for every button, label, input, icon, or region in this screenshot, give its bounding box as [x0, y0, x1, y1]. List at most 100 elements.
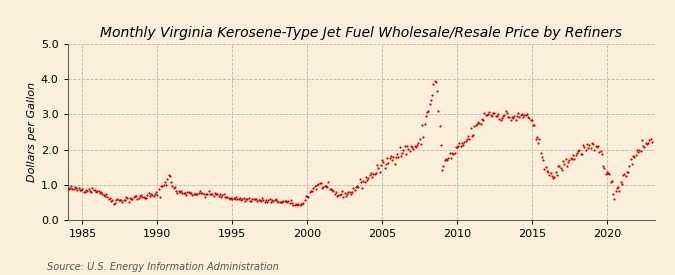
Point — [99, 194, 110, 198]
Point — [470, 123, 481, 127]
Point — [387, 158, 398, 162]
Point — [88, 188, 99, 192]
Point — [549, 175, 560, 179]
Point — [488, 111, 499, 115]
Point — [525, 118, 536, 122]
Point — [106, 199, 117, 203]
Point — [253, 197, 264, 202]
Point — [551, 173, 562, 177]
Point — [165, 173, 176, 178]
Point — [208, 194, 219, 198]
Point — [250, 197, 261, 202]
Point — [629, 155, 640, 159]
Point — [169, 185, 180, 189]
Point — [406, 144, 416, 148]
Point — [562, 164, 572, 168]
Point — [203, 188, 214, 193]
Point — [495, 117, 506, 122]
Point — [127, 197, 138, 201]
Point — [116, 198, 127, 202]
Point — [641, 142, 652, 146]
Point — [640, 141, 651, 145]
Point — [192, 191, 202, 196]
Point — [456, 141, 467, 145]
Point — [281, 199, 292, 203]
Point — [340, 194, 351, 198]
Point — [290, 203, 300, 207]
Point — [553, 163, 564, 168]
Point — [163, 173, 174, 177]
Point — [221, 195, 232, 199]
Point — [140, 196, 151, 200]
Point — [468, 133, 479, 137]
Point — [425, 98, 436, 102]
Point — [242, 197, 252, 201]
Point — [440, 157, 451, 162]
Point — [484, 109, 495, 114]
Point — [331, 190, 342, 195]
Point — [193, 191, 204, 195]
Point — [297, 201, 308, 206]
Point — [124, 196, 135, 200]
Point — [485, 113, 496, 117]
Point — [271, 197, 281, 201]
Point — [209, 191, 220, 195]
Point — [585, 146, 596, 151]
Point — [520, 113, 531, 117]
Point — [647, 140, 657, 145]
Point — [503, 115, 514, 119]
Point — [215, 195, 226, 199]
Point — [479, 111, 490, 115]
Point — [509, 114, 520, 119]
Point — [534, 137, 545, 141]
Point — [593, 143, 603, 148]
Point — [82, 189, 93, 193]
Point — [589, 147, 599, 152]
Point — [550, 170, 561, 174]
Point — [68, 187, 79, 191]
Point — [558, 158, 568, 163]
Point — [631, 148, 642, 152]
Point — [65, 185, 76, 190]
Point — [531, 134, 542, 139]
Point — [626, 161, 637, 166]
Point — [529, 123, 540, 127]
Point — [141, 196, 152, 200]
Point — [340, 191, 350, 195]
Point — [265, 199, 276, 204]
Point — [223, 196, 234, 200]
Point — [444, 151, 455, 155]
Point — [200, 192, 211, 196]
Point — [194, 189, 205, 193]
Point — [97, 192, 108, 196]
Point — [590, 144, 601, 148]
Point — [155, 195, 165, 199]
Point — [410, 145, 421, 149]
Point — [347, 190, 358, 194]
Point — [172, 191, 183, 195]
Point — [439, 158, 450, 163]
Point — [406, 144, 417, 149]
Point — [268, 198, 279, 203]
Point — [247, 197, 258, 201]
Point — [212, 191, 223, 196]
Y-axis label: Dollars per Gallon: Dollars per Gallon — [26, 82, 36, 182]
Point — [196, 191, 207, 196]
Point — [367, 175, 377, 180]
Point — [514, 115, 525, 120]
Point — [453, 144, 464, 148]
Point — [547, 174, 558, 178]
Point — [115, 198, 126, 202]
Point — [256, 199, 267, 203]
Point — [608, 192, 618, 197]
Point — [262, 199, 273, 204]
Point — [308, 186, 319, 190]
Point — [313, 182, 324, 187]
Title: Monthly Virginia Kerosene-Type Jet Fuel Wholesale/Resale Price by Refiners: Monthly Virginia Kerosene-Type Jet Fuel … — [100, 26, 622, 40]
Point — [424, 102, 435, 106]
Point — [620, 174, 631, 178]
Point — [174, 190, 185, 194]
Point — [519, 113, 530, 117]
Point — [224, 197, 235, 201]
Point — [327, 188, 338, 192]
